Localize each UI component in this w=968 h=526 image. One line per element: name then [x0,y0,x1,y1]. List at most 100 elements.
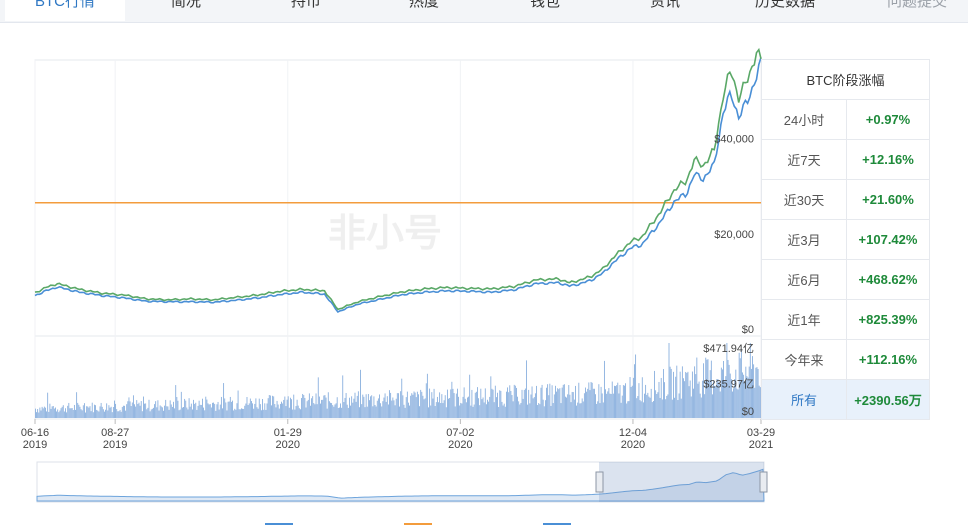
volume-bar [627,401,629,418]
volume-bar [445,407,447,418]
volume-bar [137,403,139,418]
volume-bar [657,392,659,418]
volume-bar [238,409,240,418]
volume-bar [111,412,113,418]
volume-bar [733,388,735,418]
volume-bar [312,396,314,418]
volume-bar [566,397,567,418]
navigator-handle-left[interactable] [595,471,604,493]
volume-bar [453,393,455,418]
tab-overview[interactable]: 简况 [170,0,201,10]
volume-bar [271,405,272,418]
volume-bar [251,401,252,418]
volume-bar [656,393,658,418]
volume-bar [249,398,251,418]
volume-bar [626,403,628,418]
volume-bar [730,379,732,418]
volume-bar [303,395,305,418]
volume-bar [42,408,44,418]
volume-bar [222,408,223,418]
volume-bar [325,397,327,418]
volume-bar [704,394,706,418]
volume-bar [314,404,316,418]
volume-bar [235,409,237,418]
volume-bar [579,403,581,418]
volume-bar [287,396,289,418]
volume-bar [598,384,600,418]
volume-bar [714,385,716,418]
volume-bar [614,385,615,418]
volume-bar [451,381,453,418]
volume-bar [463,387,465,418]
volume-bar [713,381,714,418]
tab-news[interactable]: 资讯 [649,0,680,10]
table-row: 近6月 +468.62% [761,259,930,300]
volume-bar [294,409,296,418]
volume-bar [351,396,353,418]
volume-bar [610,394,612,418]
volume-bars [35,343,762,418]
tab-popularity[interactable]: 热度 [408,0,439,10]
volume-bar [706,359,708,418]
volume-bar [631,385,633,418]
volume-bar [360,369,361,418]
volume-bar [390,392,392,418]
volume-bar [332,405,334,418]
navigator-selection[interactable] [599,462,764,502]
volume-bar [302,393,304,418]
volume-bar [214,403,216,418]
volume-bar [675,376,677,418]
volume-bar [165,399,167,418]
navigator-area [36,468,765,502]
volume-bar [410,395,412,418]
volume-bar [173,401,174,418]
volume-bar [295,406,297,418]
volume-bar [206,399,208,418]
volume-bar [217,401,219,418]
volume-bar [175,385,177,418]
volume-bar [288,407,290,418]
volume-bar [587,388,589,418]
price-series-line [34,57,762,314]
volume-bar [477,387,478,418]
tab-wallet[interactable]: 钱包 [529,0,560,10]
navigator-handle-right[interactable] [759,471,768,493]
volume-bar [199,404,201,418]
tab-feedback[interactable]: 问题提交 [886,0,947,10]
volume-bar [435,402,437,418]
volume-bar [743,374,745,418]
volume-bar [160,406,162,418]
volume-bar [637,396,639,418]
volume-bar [737,389,739,418]
volume-bar [468,396,470,418]
volume-bar [415,397,417,418]
volume-bar [434,406,436,418]
tab-btc-market[interactable]: BTC行情 [5,0,125,21]
volume-bar [757,368,759,418]
range-navigator[interactable] [36,461,768,503]
volume-bar [391,400,393,418]
volume-bar [110,406,112,418]
volume-bar [581,398,583,418]
volume-bar [90,411,92,418]
volume-bar [749,343,751,418]
volume-bar [618,393,620,418]
volume-bar [207,403,209,418]
volume-bar [370,396,372,418]
volume-bar [552,403,554,418]
volume-bar [257,408,259,418]
volume-bar [278,408,280,418]
volume-bar [464,398,466,418]
table-row-selected[interactable]: 所有 +2390.56万 [761,379,930,420]
volume-bar [256,407,258,418]
volume-bar [406,391,408,418]
volume-bar [284,396,286,418]
volume-bar [596,403,598,418]
volume-bar [599,403,601,418]
tab-history[interactable]: 历史数据 [754,0,815,10]
volume-bar [624,385,625,418]
volume-bar [740,348,742,418]
tab-holdings[interactable]: 持币 [290,0,321,10]
price-tick-label: $20,000 [714,229,754,241]
volume-bar [342,375,344,418]
